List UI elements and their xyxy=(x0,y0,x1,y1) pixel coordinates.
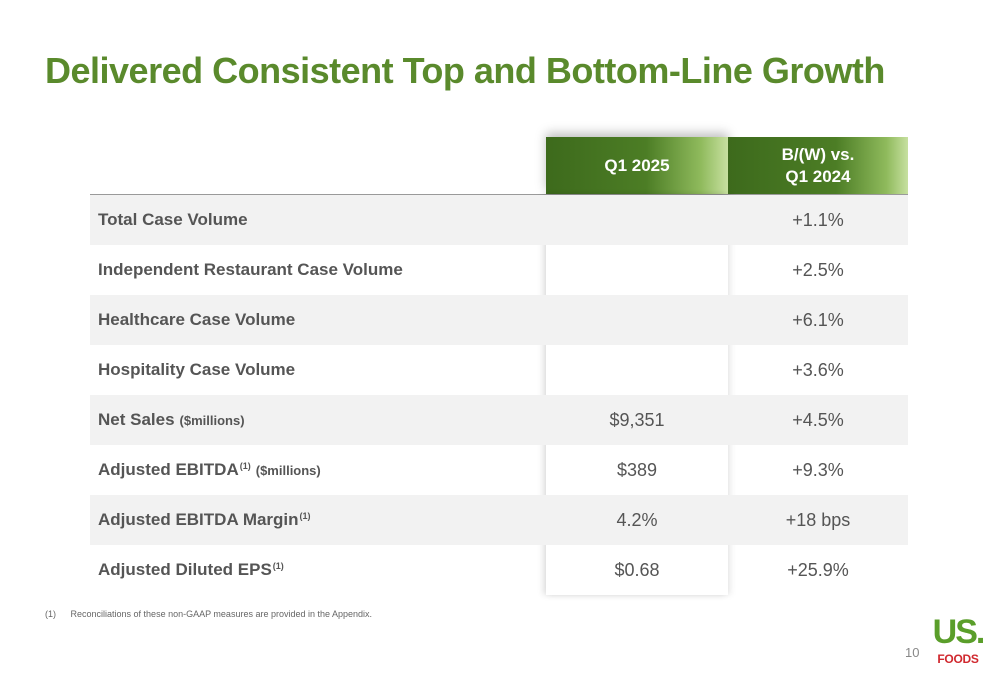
bw-value: +6.1% xyxy=(792,309,844,330)
bw-value: +25.9% xyxy=(787,559,849,580)
page-title: Delivered Consistent Top and Bottom-Line… xyxy=(45,50,885,91)
bw-value: +18 bps xyxy=(785,509,851,530)
row-unit: ($millions) xyxy=(255,462,321,478)
row-label: Healthcare Case Volume xyxy=(98,310,296,329)
bw-value: +3.6% xyxy=(792,359,844,380)
table-header-row: Q1 2025 B/(W) vs. Q1 2024 xyxy=(90,137,908,195)
us-foods-logo: US. FOODS xyxy=(932,613,986,672)
q1-value xyxy=(546,195,728,245)
table-row: Adjusted EBITDA (1) ($millions) $389 +9.3… xyxy=(90,445,908,495)
row-label: Adjusted EBITDA (1) ($millions) xyxy=(98,460,321,479)
q1-value xyxy=(546,245,728,295)
bw-value: +9.3% xyxy=(792,459,844,480)
row-label: Net Sales ($millions) xyxy=(98,410,245,429)
footnote-ref: (1) xyxy=(239,461,251,471)
header-bw-line2: Q1 2024 xyxy=(785,166,851,186)
row-label: Total Case Volume xyxy=(98,210,248,229)
header-q1-2025: Q1 2025 xyxy=(546,137,728,194)
page-number: 10 xyxy=(905,645,920,660)
bw-value: +1.1% xyxy=(792,209,844,230)
table-row: Net Sales ($millions) $9,351 +4.5% xyxy=(90,395,908,445)
footnote-number: (1) xyxy=(45,609,56,619)
q1-value xyxy=(546,295,728,345)
row-label: Hospitality Case Volume xyxy=(98,360,296,379)
logo-us-text: US. xyxy=(932,613,986,651)
footnote-ref: (1) xyxy=(299,511,311,521)
header-q1-label: Q1 2025 xyxy=(604,155,670,175)
header-bw-line1: B/(W) vs. xyxy=(781,144,855,164)
q1-value: $389 xyxy=(616,459,658,480)
table-row: Independent Restaurant Case Volume +2.5% xyxy=(90,245,908,295)
q1-value xyxy=(546,345,728,395)
table-row: Adjusted Diluted EPS (1) $0.68 +25.9% xyxy=(90,545,908,595)
q1-value: $0.68 xyxy=(614,559,660,580)
row-label: Adjusted EBITDA Margin (1) xyxy=(98,510,311,529)
metrics-table: Q1 2025 B/(W) vs. Q1 2024 Total Case Vol… xyxy=(90,137,908,595)
table-row: Healthcare Case Volume +6.1% xyxy=(90,295,908,345)
table-row: Adjusted EBITDA Margin (1) 4.2% +18 bps xyxy=(90,495,908,545)
bw-value: +2.5% xyxy=(792,259,844,280)
row-label: Independent Restaurant Case Volume xyxy=(98,260,403,279)
q1-value: $9,351 xyxy=(609,409,665,430)
q1-value: 4.2% xyxy=(616,509,658,530)
row-unit: ($millions) xyxy=(179,412,245,428)
logo-foods-text: FOODS xyxy=(937,652,979,666)
footnote: (1) Reconciliations of these non-GAAP me… xyxy=(45,609,372,619)
table-row: Total Case Volume +1.1% xyxy=(90,195,908,245)
bw-value: +4.5% xyxy=(792,409,844,430)
header-bw-vs-q1-2024: B/(W) vs. Q1 2024 xyxy=(728,137,908,194)
footnote-text: Reconciliations of these non-GAAP measur… xyxy=(70,609,373,619)
row-label: Adjusted Diluted EPS (1) xyxy=(98,560,284,579)
table-row: Hospitality Case Volume +3.6% xyxy=(90,345,908,395)
footnote-ref: (1) xyxy=(272,561,284,571)
